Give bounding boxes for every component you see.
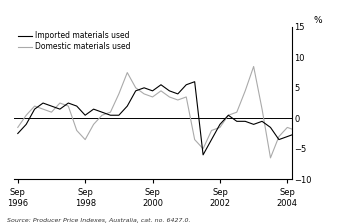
Imported materials used xyxy=(75,105,79,108)
Imported materials used xyxy=(117,114,121,116)
Domestic materials used xyxy=(151,96,155,98)
Text: Source: Producer Price Indexes, Australia, cat. no. 6427.0.: Source: Producer Price Indexes, Australi… xyxy=(7,218,190,223)
Imported materials used xyxy=(210,138,214,141)
Domestic materials used xyxy=(311,108,315,110)
Imported materials used xyxy=(252,123,256,126)
Imported materials used xyxy=(159,83,163,86)
Imported materials used xyxy=(277,138,281,141)
Imported materials used xyxy=(33,108,37,110)
Domestic materials used xyxy=(92,123,96,126)
Domestic materials used xyxy=(302,117,306,120)
Domestic materials used xyxy=(252,65,256,68)
Domestic materials used xyxy=(83,138,87,141)
Imported materials used xyxy=(260,120,264,123)
Imported materials used xyxy=(125,105,129,108)
Domestic materials used xyxy=(260,108,264,110)
Imported materials used xyxy=(302,126,306,129)
Domestic materials used xyxy=(75,129,79,132)
Imported materials used xyxy=(226,114,231,116)
Domestic materials used xyxy=(184,96,188,98)
Imported materials used xyxy=(218,123,222,126)
Domestic materials used xyxy=(235,111,239,114)
Domestic materials used xyxy=(243,90,247,92)
Domestic materials used xyxy=(159,90,163,92)
Imported materials used xyxy=(319,114,323,116)
Imported materials used xyxy=(167,90,172,92)
Imported materials used xyxy=(268,126,273,129)
Domestic materials used xyxy=(134,86,138,89)
Domestic materials used xyxy=(226,114,231,116)
Imported materials used xyxy=(285,135,290,138)
Domestic materials used xyxy=(210,129,214,132)
Domestic materials used xyxy=(100,114,104,116)
Domestic materials used xyxy=(108,111,113,114)
Domestic materials used xyxy=(125,71,129,74)
Imported materials used xyxy=(142,86,146,89)
Domestic materials used xyxy=(33,105,37,108)
Imported materials used xyxy=(16,132,20,135)
Imported materials used xyxy=(83,114,87,116)
Imported materials used xyxy=(294,132,298,135)
Imported materials used xyxy=(100,111,104,114)
Line: Domestic materials used: Domestic materials used xyxy=(18,42,338,158)
Domestic materials used xyxy=(16,126,20,129)
Legend: Imported materials used, Domestic materials used: Imported materials used, Domestic materi… xyxy=(17,31,131,52)
Domestic materials used xyxy=(41,108,45,110)
Domestic materials used xyxy=(218,126,222,129)
Imported materials used xyxy=(58,108,62,110)
Imported materials used xyxy=(41,102,45,104)
Imported materials used xyxy=(151,90,155,92)
Domestic materials used xyxy=(24,114,28,116)
Domestic materials used xyxy=(336,41,339,43)
Domestic materials used xyxy=(66,105,71,108)
Text: %: % xyxy=(314,16,322,25)
Domestic materials used xyxy=(167,96,172,98)
Domestic materials used xyxy=(142,93,146,95)
Domestic materials used xyxy=(201,147,205,150)
Domestic materials used xyxy=(193,138,197,141)
Imported materials used xyxy=(49,105,54,108)
Imported materials used xyxy=(108,114,113,116)
Imported materials used xyxy=(134,90,138,92)
Imported materials used xyxy=(176,93,180,95)
Domestic materials used xyxy=(294,129,298,132)
Imported materials used xyxy=(327,105,332,108)
Line: Imported materials used: Imported materials used xyxy=(18,79,338,155)
Domestic materials used xyxy=(176,99,180,101)
Imported materials used xyxy=(66,102,71,104)
Domestic materials used xyxy=(327,74,332,77)
Domestic materials used xyxy=(285,126,290,129)
Imported materials used xyxy=(311,117,315,120)
Domestic materials used xyxy=(49,111,54,114)
Imported materials used xyxy=(243,120,247,123)
Imported materials used xyxy=(24,123,28,126)
Imported materials used xyxy=(184,83,188,86)
Imported materials used xyxy=(92,108,96,110)
Domestic materials used xyxy=(277,135,281,138)
Imported materials used xyxy=(193,80,197,83)
Domestic materials used xyxy=(58,102,62,104)
Domestic materials used xyxy=(268,157,273,159)
Domestic materials used xyxy=(319,93,323,95)
Imported materials used xyxy=(235,120,239,123)
Domestic materials used xyxy=(117,93,121,95)
Imported materials used xyxy=(336,77,339,80)
Imported materials used xyxy=(201,153,205,156)
